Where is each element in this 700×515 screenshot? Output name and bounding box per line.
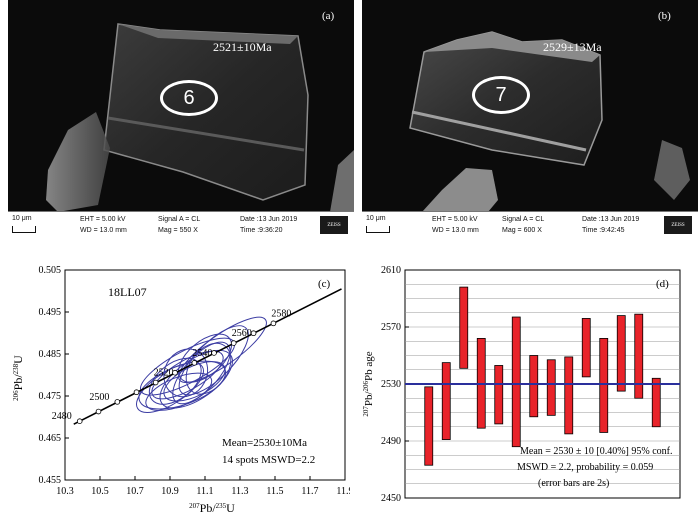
concordia-age-label: 2500 <box>89 392 109 403</box>
zeiss-logo-b: ZEISS <box>664 216 692 234</box>
zircon-grain-b <box>409 31 690 212</box>
x-tick-label: 11.1 <box>196 486 213 497</box>
concordia-age-point <box>172 369 178 376</box>
concordia-age-point <box>230 340 237 346</box>
wd-a: WD = 13.0 mm <box>80 227 127 234</box>
concordia-age-point <box>133 389 140 396</box>
y-tick-label: 0.475 <box>39 391 62 402</box>
concordia-age-point <box>211 350 217 356</box>
scale-bar-b <box>366 226 390 233</box>
concordia-age-label: 2520 <box>154 368 174 379</box>
age-error-bar <box>599 338 609 433</box>
y-tick-label: 0.505 <box>39 265 62 276</box>
mag-b: Mag = 600 X <box>502 227 542 234</box>
age-error-bar <box>424 386 434 466</box>
spot-marker-a: 6 <box>160 80 218 116</box>
concordia-age-point <box>152 379 159 386</box>
wd-b: WD = 13.0 mm <box>432 227 479 234</box>
spot-marker-b: 7 <box>472 76 530 114</box>
sem-info-bar-b: 10 μm EHT = 5.00 kV WD = 13.0 mm Signal … <box>362 211 698 240</box>
date-b: Date :13 Jun 2019 <box>582 216 640 223</box>
concordia-chart: 10.3 10.5 10.7 10.9 11.1 11.3 11.5 11.7 11.9 0.45… <box>11 265 350 515</box>
sem-info-bar-a: 10 μm EHT = 5.00 kV WD = 13.0 mm Signal … <box>8 211 354 240</box>
age-error-bar <box>529 355 539 418</box>
concordia-age-point <box>250 330 257 337</box>
x-tick-label: 10.5 <box>91 486 109 497</box>
y-tick-label: 2530 <box>381 379 401 390</box>
concordia-age-point <box>270 320 277 327</box>
concordia-y-axis-label: 206Pb/238U <box>11 355 25 401</box>
x-tick-label: 11.9 <box>336 486 350 497</box>
age-label-a: 2521±10Ma <box>213 40 272 54</box>
concordia-age-point <box>191 360 198 366</box>
x-tick-label: 11.3 <box>231 486 248 497</box>
cl-image-b: (b) 2529±13Ma 7 10 μm EHT = 5.00 kV WD =… <box>362 0 698 240</box>
cl-image-a: (a) 2521±10Ma 6 10 μm EHT = 5.00 kV WD =… <box>8 0 354 240</box>
concordia-x-axis-label: 207Pb/235U <box>189 501 235 515</box>
age-error-bar <box>651 377 661 428</box>
sample-name: 18LL07 <box>108 285 147 299</box>
age-error-bar <box>634 313 644 399</box>
age-error-bar <box>511 316 521 448</box>
x-tick-label: 10.7 <box>126 486 144 497</box>
panel-label-b: (b) <box>658 10 671 22</box>
time-b: Time :9:42:45 <box>582 227 625 234</box>
panel-label-a: (a) <box>322 10 335 22</box>
scale-label-a: 10 μm <box>12 215 32 222</box>
y-tick-label: 2450 <box>381 493 401 504</box>
panel-label-d: (d) <box>656 278 669 290</box>
x-tick-label: 10.9 <box>161 486 179 497</box>
scale-label-b: 10 μm <box>366 215 386 222</box>
eht-b: EHT = 5.00 kV <box>432 216 478 223</box>
age-label-b: 2529±13Ma <box>543 40 602 54</box>
y-tick-label: 2570 <box>381 322 401 333</box>
concordia-age-point <box>95 408 102 415</box>
weighted-mean-stat: Mean = 2530 ± 10 [0.40%] 95% conf. <box>520 446 673 457</box>
concordia-age-label: 2480 <box>52 411 72 422</box>
error-ellipse <box>178 325 249 396</box>
age-error-bar <box>616 315 626 392</box>
age-error-bar <box>494 365 504 425</box>
eht-a: EHT = 5.00 kV <box>80 216 126 223</box>
time-a: Time :9:36:20 <box>240 227 283 234</box>
date-a: Date :13 Jun 2019 <box>240 216 298 223</box>
x-tick-label: 11.7 <box>301 486 318 497</box>
age-error-bar <box>564 356 574 435</box>
scale-bar-a <box>12 226 36 233</box>
error-ellipse <box>163 361 226 402</box>
error-ellipse <box>163 348 209 398</box>
weighted-mean-note: (error bars are 2s) <box>538 478 609 489</box>
age-error-bar <box>441 362 451 440</box>
age-error-bar <box>581 318 591 378</box>
concordia-spots-mswd: 14 spots MSWD=2.2 <box>222 454 315 466</box>
weighted-mean-mswd: MSWD = 2.2, probability = 0.059 <box>517 462 653 473</box>
concordia-age-point <box>114 399 121 405</box>
weighted-mean-y-axis-label: 207Pb/206Pb age <box>362 351 375 416</box>
age-error-bar <box>459 286 469 369</box>
x-tick-label: 10.3 <box>56 486 74 497</box>
y-tick-label: 2610 <box>381 265 401 276</box>
error-ellipse <box>145 372 213 411</box>
y-tick-label: 0.485 <box>39 349 62 360</box>
concordia-mean: Mean=2530±10Ma <box>222 437 307 449</box>
concordia-age-label: 2540 <box>192 348 212 359</box>
concordia-age-point <box>76 418 83 425</box>
x-tick-label: 11.5 <box>266 486 283 497</box>
mag-a: Mag = 550 X <box>158 227 198 234</box>
zeiss-logo-a: ZEISS <box>320 216 348 234</box>
error-ellipse <box>185 342 232 395</box>
concordia-age-label: 2580 <box>271 308 291 319</box>
y-tick-label: 0.455 <box>39 475 62 486</box>
signal-b: Signal A = CL <box>502 216 545 223</box>
age-error-bar <box>546 359 556 416</box>
y-tick-label: 0.495 <box>39 307 62 318</box>
concordia-age-label: 2560 <box>232 328 252 339</box>
y-tick-label: 2490 <box>381 436 401 447</box>
panel-label-c: (c) <box>318 278 331 290</box>
y-tick-label: 0.465 <box>39 433 62 444</box>
weighted-mean-chart: 2450 2490 2530 2570 2610 (d) Mean = 2530 ± 1… <box>362 265 681 504</box>
signal-a: Signal A = CL <box>158 216 201 223</box>
